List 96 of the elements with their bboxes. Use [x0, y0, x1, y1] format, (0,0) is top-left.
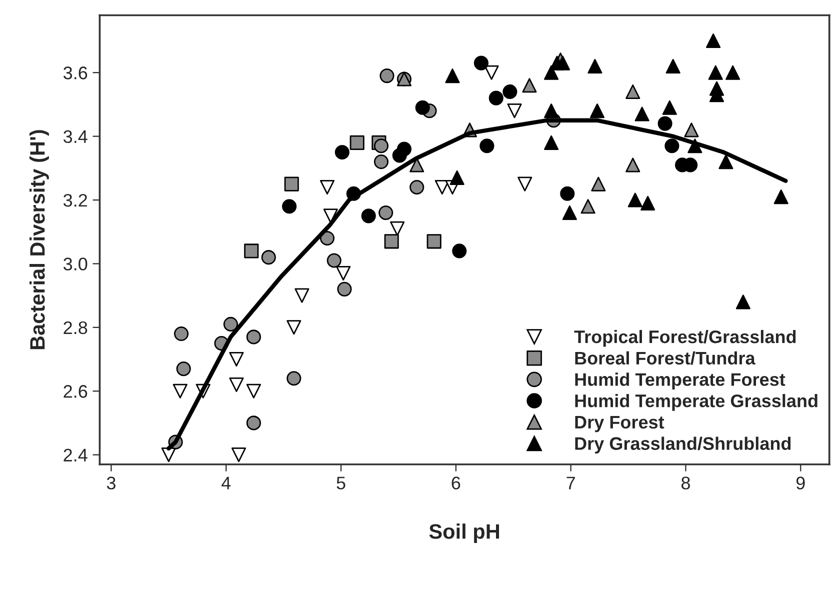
point [244, 244, 259, 258]
point [562, 205, 577, 220]
point [522, 78, 537, 93]
point [708, 65, 723, 80]
y-tick-label: 3.0 [64, 258, 88, 270]
point [174, 326, 189, 342]
point [374, 138, 389, 154]
legend-label: Dry Forest [575, 416, 664, 432]
point [172, 384, 188, 398]
legend-label: Tropical Forest/Grassland [574, 330, 796, 347]
point [320, 230, 335, 246]
point [374, 154, 389, 170]
point [320, 180, 335, 195]
point [246, 330, 261, 344]
point [591, 176, 606, 192]
point [445, 68, 460, 84]
y-tick-label: 3.2 [64, 194, 88, 207]
point [544, 65, 559, 80]
point [626, 158, 640, 172]
point [480, 138, 494, 154]
point [426, 234, 442, 249]
point [323, 208, 338, 224]
point [718, 154, 734, 170]
point [518, 176, 532, 192]
point [350, 135, 364, 150]
point [378, 205, 394, 220]
point [706, 33, 721, 48]
point [662, 100, 677, 115]
y-tick-label: 3.4 [64, 130, 88, 144]
point [640, 196, 656, 210]
point [286, 371, 302, 386]
point [390, 221, 405, 236]
point [684, 122, 699, 138]
point [634, 106, 650, 122]
point [336, 266, 351, 281]
point [588, 58, 602, 74]
point [666, 58, 680, 74]
point [261, 250, 276, 265]
point [286, 320, 302, 335]
point [176, 362, 191, 376]
point [502, 84, 518, 99]
point [726, 65, 740, 80]
point [334, 144, 350, 160]
x-tick-label: 7 [566, 476, 575, 490]
x-tick-label: 4 [222, 476, 231, 490]
point [282, 199, 297, 214]
point [229, 352, 244, 367]
point [410, 158, 424, 172]
y-axis-title: Bacterial Diversity (H') [30, 130, 49, 350]
point [774, 190, 788, 204]
point [628, 192, 642, 208]
y-tick-label: 2.8 [64, 321, 88, 334]
point [229, 377, 244, 392]
point [736, 294, 750, 310]
point [450, 170, 464, 185]
point [396, 142, 412, 156]
point [507, 104, 522, 118]
point [544, 135, 559, 150]
point [361, 208, 376, 224]
x-tick-label: 5 [336, 476, 346, 490]
point [555, 56, 570, 70]
point [231, 448, 246, 462]
point [664, 138, 680, 154]
point [294, 288, 310, 303]
point [384, 234, 399, 249]
legend-label: Boreal Forest/Tundra [575, 351, 756, 365]
point [484, 65, 499, 80]
point [580, 199, 596, 214]
point [246, 416, 261, 430]
legend-label: Humid Temperate Grassland [575, 394, 818, 411]
point [488, 90, 504, 106]
point [284, 176, 299, 192]
x-axis-title: Soil pH [429, 524, 500, 543]
point [246, 384, 261, 398]
point [544, 104, 559, 118]
point [452, 244, 467, 258]
point [474, 56, 488, 70]
point [560, 186, 575, 201]
legend-label: Dry Grassland/Shrubland [575, 436, 791, 454]
point [223, 316, 238, 332]
x-tick-label: 3 [106, 476, 116, 490]
point [380, 68, 394, 84]
point [410, 180, 424, 195]
point [337, 282, 352, 296]
x-tick-label: 8 [681, 476, 690, 490]
point [590, 104, 605, 118]
y-tick-label: 2.4 [64, 448, 88, 462]
y-tick-label: 2.6 [64, 385, 88, 398]
y-tick-label: 3.6 [64, 66, 88, 80]
legend-label: Humid Temperate Forest [575, 372, 786, 390]
x-tick-label: 6 [452, 476, 460, 490]
point [626, 84, 640, 99]
point [658, 116, 672, 131]
point [326, 253, 342, 268]
x-tick-label: 9 [796, 476, 805, 490]
point [415, 100, 430, 115]
